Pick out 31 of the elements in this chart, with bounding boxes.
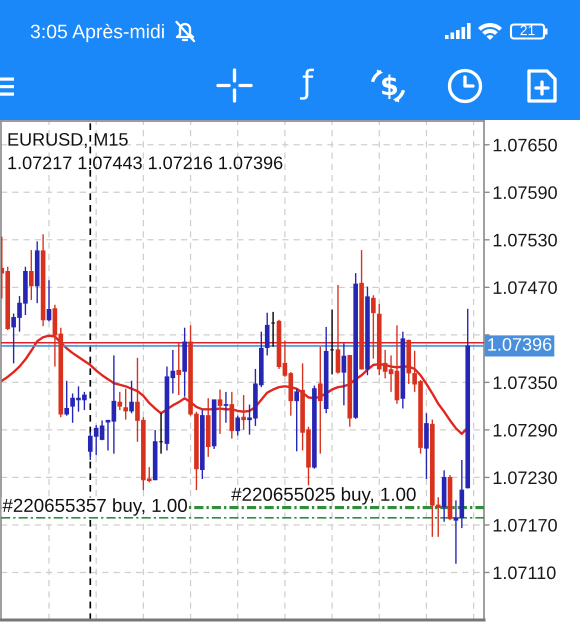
candlestick [342, 342, 346, 406]
candlestick [29, 249, 34, 301]
candlestick [123, 388, 128, 420]
candlestick [64, 380, 70, 416]
y-tick-label: 1.07170 [494, 518, 557, 532]
candlestick [46, 280, 52, 322]
candlestick [294, 388, 300, 452]
ref-line-label: #220655357 buy, 1.00 [2, 498, 187, 516]
candlestick [117, 391, 122, 411]
text: EURUSD, M15 [8, 133, 128, 148]
text: 21 [520, 25, 535, 36]
candlestick [264, 312, 270, 356]
y-tick-label: 1.07230 [494, 471, 557, 484]
y-tick-label: 1.07470 [494, 281, 557, 294]
y-tick-label: 1.07530 [494, 234, 557, 247]
text: 1.07217 1.07443 1.07216 1.07396 [8, 156, 282, 170]
text: 3:05 Après-midi [30, 24, 164, 42]
y-tick-label: 1.07650 [494, 138, 557, 152]
candlestick [371, 294, 376, 360]
y-tick-label: 1.07290 [494, 424, 557, 437]
candlestick [241, 394, 246, 431]
candlestick [224, 391, 228, 424]
y-tick-label: 1.07590 [494, 186, 557, 200]
candlestick [336, 284, 340, 374]
candlestick [235, 414, 240, 436]
y-tick-label: 1.07110 [494, 566, 556, 580]
candlestick [129, 380, 134, 414]
candlestick [176, 342, 182, 396]
ref-line-label: 1.07396 [488, 338, 552, 351]
ref-line-label: #220655025 buy, 1.00 [231, 487, 416, 505]
y-tick-label: 1.07350 [494, 376, 557, 390]
